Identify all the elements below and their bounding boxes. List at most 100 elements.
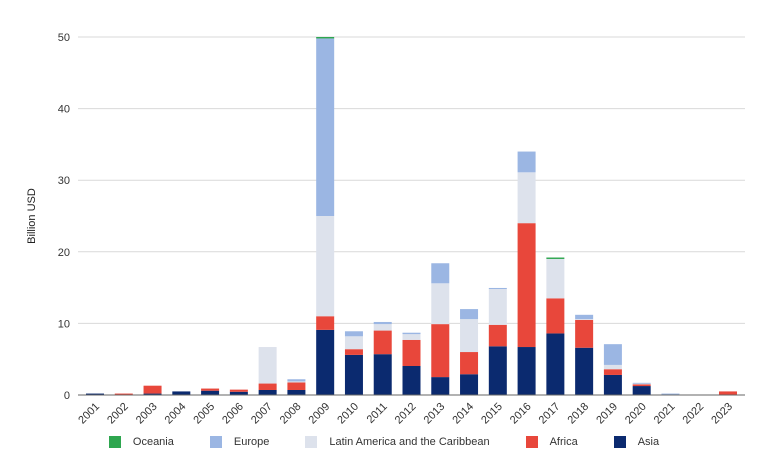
x-tick-label: 2021 (652, 401, 678, 427)
bar-segment-africa-2017 (546, 298, 565, 334)
bar-segment-europe-2020 (632, 382, 651, 384)
bar-segment-latin-america-and-the-caribbean-2019 (603, 364, 622, 370)
bar-segment-africa-2010 (344, 349, 363, 355)
bar-segment-latin-america-and-the-caribbean-2010 (344, 336, 363, 350)
bar-segment-africa-2019 (603, 369, 622, 375)
bar-segment-europe-2008 (287, 379, 306, 382)
x-tick-label: 2015 (479, 401, 505, 427)
bar-segment-africa-2014 (460, 352, 479, 375)
x-tick-label: 2010 (335, 401, 361, 427)
x-tick-label: 2017 (537, 401, 563, 427)
y-tick-label: 20 (58, 247, 70, 259)
legend-item-europe: Europe (209, 436, 270, 448)
x-tick-label: 2011 (365, 401, 390, 426)
bar-segment-latin-america-and-the-caribbean-2020 (632, 383, 651, 385)
bar-segment-latin-america-and-the-caribbean-2007 (258, 347, 277, 384)
x-tick-label: 2014 (450, 401, 476, 427)
y-tick-label: 10 (58, 318, 70, 330)
bar-segment-africa-2020 (632, 384, 651, 387)
bar-segment-africa-2011 (373, 330, 392, 355)
legend-label: Europe (233, 436, 270, 448)
legend-label: Africa (549, 436, 578, 448)
bar-segment-asia-2015 (488, 346, 507, 395)
legend-item-asia: Asia (613, 436, 660, 448)
bar-segment-asia-2007 (258, 389, 277, 395)
x-tick-label: 2008 (278, 401, 304, 427)
bar-segment-europe-2009 (316, 38, 335, 216)
bar-segment-asia-2010 (344, 354, 363, 395)
stacked-bar-chart: 0 10 20 30 40 50 2001 2002 2003 2004 2005 2006 2007… (26, 32, 745, 427)
x-tick-label: 2013 (422, 401, 448, 427)
x-tick-label: 2020 (623, 401, 649, 427)
bar-segment-europe-2015 (488, 287, 507, 290)
bars (86, 37, 737, 395)
bar-segment-asia-2008 (287, 389, 306, 395)
y-tick-label: 0 (64, 390, 70, 402)
x-axis-ticks: 2001 2002 2003 2004 2005 2006 2007 2008 2009 2010… (76, 401, 735, 427)
x-tick-label: 2006 (220, 401, 246, 427)
bar-segment-europe-2021 (661, 393, 680, 395)
bar-segment-europe-2016 (517, 151, 536, 173)
bar-segment-asia-2018 (575, 347, 594, 395)
bar-segment-africa-2007 (258, 383, 277, 390)
bar-segment-africa-2005 (201, 388, 220, 391)
bar-segment-asia-2001 (86, 393, 104, 395)
x-tick-label: 2001 (76, 401, 102, 427)
bar-segment-europe-2013 (431, 263, 450, 284)
bar-segment-africa-2009 (316, 316, 335, 330)
x-tick-label: 2003 (134, 401, 160, 427)
bar-segment-latin-america-and-the-caribbean-2012 (402, 334, 421, 340)
bar-segment-europe-2012 (402, 332, 421, 335)
x-tick-label: 2022 (681, 401, 707, 427)
legend-item-latin-america-and-the-caribbean: Latin America and the Caribbean (305, 436, 490, 448)
y-tick-label: 50 (58, 32, 70, 44)
legend-swatch (108, 436, 121, 448)
bar-segment-europe-2014 (460, 309, 479, 320)
bar-segment-europe-2011 (373, 321, 392, 325)
bar-segment-latin-america-and-the-caribbean-2015 (488, 289, 507, 325)
bar-segment-africa-2013 (431, 324, 450, 378)
legend-item-oceania: Oceania (108, 436, 174, 448)
bar-segment-asia-2011 (373, 354, 392, 395)
legend-label: Latin America and the Caribbean (329, 436, 490, 448)
bar-segment-latin-america-and-the-caribbean-2011 (373, 324, 392, 331)
bar-segment-europe-2010 (344, 331, 363, 337)
bar-segment-asia-2017 (546, 333, 565, 395)
bar-segment-africa-2015 (488, 324, 507, 347)
bar-segment-latin-america-and-the-caribbean-2013 (431, 283, 450, 325)
legend-label: Asia (637, 436, 660, 448)
y-tick-label: 30 (58, 175, 70, 187)
bar-segment-europe-2018 (575, 314, 594, 320)
bar-segment-latin-america-and-the-caribbean-2016 (517, 172, 536, 224)
x-tick-label: 2005 (191, 401, 217, 427)
bar-segment-asia-2013 (431, 377, 450, 395)
bar-segment-asia-2009 (316, 329, 335, 395)
bar-segment-africa-2023 (719, 391, 737, 395)
y-tick-label: 40 (58, 104, 70, 116)
bar-segment-africa-2002 (114, 393, 133, 395)
gridlines (78, 36, 745, 324)
bar-segment-asia-2005 (201, 390, 220, 395)
bar-segment-asia-2006 (229, 391, 248, 395)
legend-item-africa: Africa (525, 436, 578, 448)
bar-segment-oceania-2009 (316, 37, 335, 39)
bar-segment-oceania-2017 (546, 257, 565, 259)
bar-segment-africa-2006 (229, 389, 248, 392)
bar-segment-asia-2020 (632, 386, 651, 395)
bar-segment-asia-2014 (460, 374, 479, 395)
bar-segment-asia-2012 (402, 366, 421, 395)
legend-label: Oceania (132, 436, 174, 448)
x-tick-label: 2018 (565, 401, 591, 427)
y-axis-title: Billion USD (26, 188, 38, 244)
bar-segment-latin-america-and-the-caribbean-2009 (316, 216, 335, 317)
x-tick-label: 2016 (508, 401, 534, 427)
legend-swatch (613, 436, 626, 448)
x-tick-label: 2004 (163, 401, 189, 427)
bar-segment-africa-2016 (517, 223, 536, 348)
x-tick-label: 2023 (709, 401, 735, 427)
x-tick-label: 2009 (307, 401, 333, 427)
legend-swatch (209, 436, 222, 448)
legend: Oceania Europe Latin America and the Carib… (0, 436, 768, 448)
bar-segment-latin-america-and-the-caribbean-2018 (575, 319, 594, 320)
x-tick-label: 2002 (105, 401, 131, 427)
